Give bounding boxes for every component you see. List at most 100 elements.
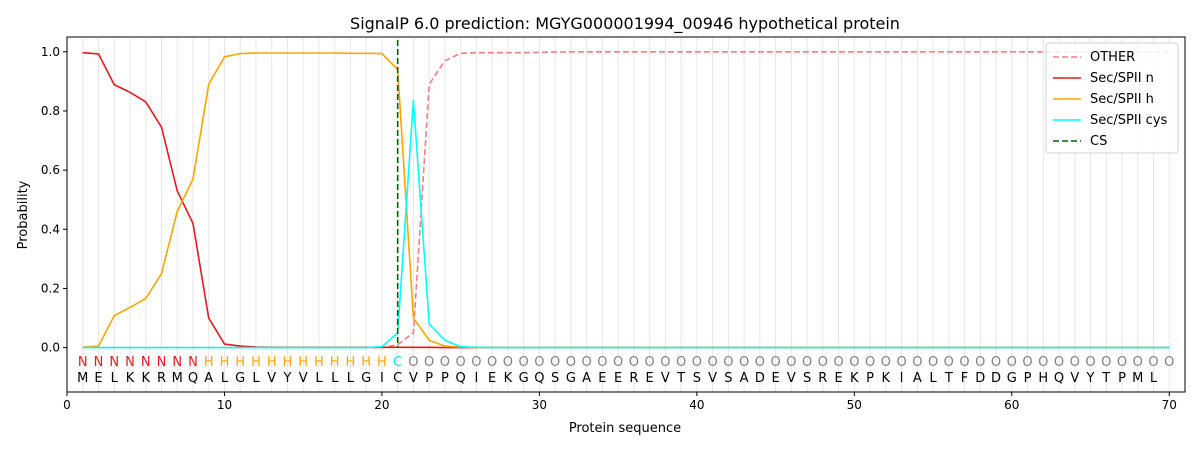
residue-letter: S bbox=[551, 371, 559, 386]
residue-letter: M bbox=[77, 371, 88, 386]
region-label: O bbox=[1117, 355, 1127, 370]
region-label: N bbox=[172, 355, 182, 370]
axes-layer: 0 10 20 30 40 50 60 70 0.0 0.2 0.4 0.6 0.8 1.0 bbox=[41, 36, 1186, 412]
region-label: O bbox=[692, 355, 702, 370]
x-tick-label: 40 bbox=[689, 398, 704, 412]
residue-letter: R bbox=[818, 371, 827, 386]
residue-letter: K bbox=[126, 371, 135, 386]
residue-letter: R bbox=[629, 371, 638, 386]
residue-letter: L bbox=[331, 371, 339, 386]
series-line-sec-spii-cys bbox=[82, 99, 1170, 349]
region-label: O bbox=[739, 355, 749, 370]
x-tick-label: 30 bbox=[532, 398, 547, 412]
residue-letter: P bbox=[425, 371, 433, 386]
y-tick-label: 1.0 bbox=[41, 45, 60, 59]
region-label: O bbox=[818, 355, 828, 370]
residue-letter: V bbox=[708, 371, 717, 386]
region-label: O bbox=[959, 355, 969, 370]
region-label: O bbox=[881, 355, 891, 370]
x-tick-label: 70 bbox=[1162, 398, 1177, 412]
region-label: O bbox=[440, 355, 450, 370]
region-label: O bbox=[519, 355, 529, 370]
region-label: N bbox=[141, 355, 151, 370]
region-label: O bbox=[408, 355, 418, 370]
residue-letter: A bbox=[740, 371, 749, 386]
region-label: O bbox=[928, 355, 938, 370]
residue-letter: K bbox=[504, 371, 513, 386]
region-label: O bbox=[550, 355, 560, 370]
region-label: O bbox=[613, 355, 623, 370]
legend-label: CS bbox=[1090, 134, 1107, 149]
region-label: O bbox=[629, 355, 639, 370]
residue-letter: K bbox=[882, 371, 891, 386]
region-label: O bbox=[912, 355, 922, 370]
residue-letter: E bbox=[598, 371, 606, 386]
region-label: O bbox=[833, 355, 843, 370]
residue-letter: V bbox=[299, 371, 308, 386]
region-label: O bbox=[487, 355, 497, 370]
residue-letter: D bbox=[991, 371, 1001, 386]
legend-label: Sec/SPII h bbox=[1090, 92, 1154, 107]
region-label: H bbox=[361, 355, 371, 370]
residue-letter: Q bbox=[534, 371, 544, 386]
region-label: N bbox=[157, 355, 167, 370]
grid-layer bbox=[82, 37, 1170, 392]
region-label: H bbox=[377, 355, 387, 370]
residue-letter: E bbox=[614, 371, 622, 386]
region-label: H bbox=[267, 355, 277, 370]
residue-letter: C bbox=[393, 371, 402, 386]
region-label: H bbox=[220, 355, 230, 370]
legend-label: Sec/SPII cys bbox=[1090, 113, 1168, 128]
region-label: O bbox=[1054, 355, 1064, 370]
series-layer bbox=[82, 40, 1170, 349]
region-label: H bbox=[346, 355, 356, 370]
region-label: N bbox=[109, 355, 119, 370]
residue-letter: S bbox=[724, 371, 732, 386]
region-label: N bbox=[125, 355, 135, 370]
legend-box bbox=[1045, 42, 1179, 154]
residue-letter: L bbox=[111, 371, 119, 386]
residue-letter: E bbox=[646, 371, 654, 386]
residue-letter: L bbox=[929, 371, 937, 386]
plot-frame bbox=[66, 36, 1186, 393]
region-label: O bbox=[770, 355, 780, 370]
region-label: O bbox=[1164, 355, 1174, 370]
x-tick-label: 20 bbox=[374, 398, 389, 412]
region-label: O bbox=[755, 355, 765, 370]
residue-letter: L bbox=[347, 371, 355, 386]
region-label: O bbox=[896, 355, 906, 370]
residue-letter: L bbox=[1150, 371, 1158, 386]
region-label: H bbox=[251, 355, 261, 370]
residue-letter: M bbox=[172, 371, 183, 386]
residue-letter: L bbox=[252, 371, 260, 386]
y-tick-label: 0.4 bbox=[41, 222, 60, 236]
residue-letter: A bbox=[204, 371, 213, 386]
region-label: O bbox=[1101, 355, 1111, 370]
residue-letter: T bbox=[676, 371, 685, 386]
region-label: O bbox=[1148, 355, 1158, 370]
y-tick-label: 0.2 bbox=[41, 281, 60, 295]
residue-letter: V bbox=[661, 371, 670, 386]
region-label: O bbox=[471, 355, 481, 370]
legend-label: Sec/SPII n bbox=[1090, 71, 1154, 86]
residue-letter: Y bbox=[282, 371, 291, 386]
residue-letter: E bbox=[834, 371, 842, 386]
residue-letter: A bbox=[913, 371, 922, 386]
region-label: O bbox=[660, 355, 670, 370]
region-label: O bbox=[944, 355, 954, 370]
residue-letter: P bbox=[1024, 371, 1032, 386]
residue-letter: I bbox=[474, 371, 478, 386]
region-label: H bbox=[235, 355, 245, 370]
y-axis-label: Probability bbox=[16, 180, 31, 249]
region-label: O bbox=[645, 355, 655, 370]
residue-letter: Q bbox=[1054, 371, 1064, 386]
residue-letter: T bbox=[1101, 371, 1110, 386]
residue-letter: V bbox=[409, 371, 418, 386]
region-label: O bbox=[707, 355, 717, 370]
residue-letter: K bbox=[141, 371, 150, 386]
region-label: O bbox=[582, 355, 592, 370]
residue-letter: T bbox=[944, 371, 953, 386]
region-label: O bbox=[456, 355, 466, 370]
